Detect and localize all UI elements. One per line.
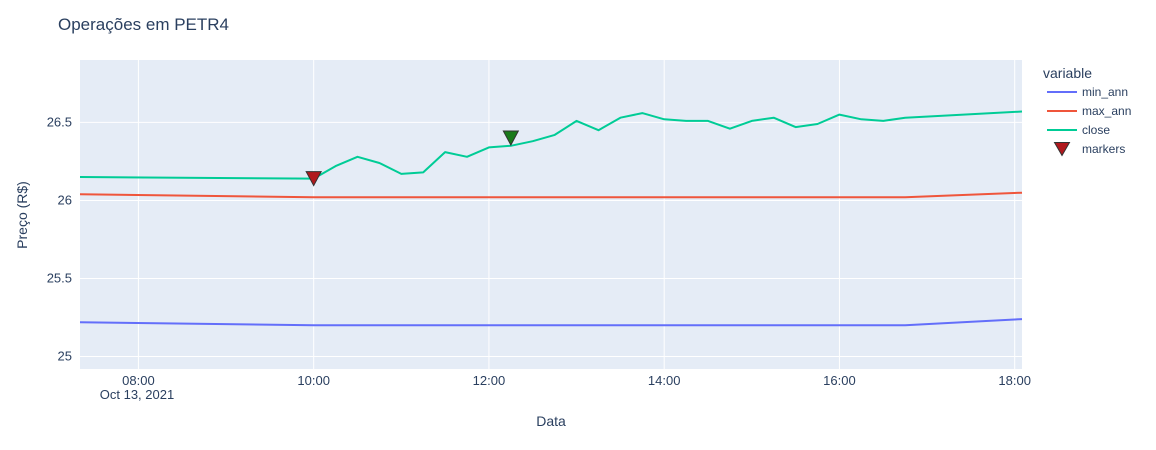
x-date-label: Oct 13, 2021 xyxy=(100,387,174,402)
series-line-close xyxy=(79,110,1023,180)
y-tick-label: 26.5 xyxy=(47,114,72,129)
x-tick-label: 14:00 xyxy=(648,373,681,388)
series-lines xyxy=(79,110,1023,327)
plot-area xyxy=(80,60,1022,369)
y-axis-ticks: 25 25.5 26 26.5 xyxy=(47,114,72,363)
x-axis-ticks: 08:00 10:00 12:00 14:00 16:00 18:00 xyxy=(122,373,1031,388)
y-tick-label: 26 xyxy=(58,192,72,207)
trade-marker xyxy=(502,130,520,147)
x-tick-label: 12:00 xyxy=(473,373,506,388)
legend-swatch-markers xyxy=(1053,142,1071,157)
y-tick-label: 25 xyxy=(58,349,72,364)
chart-title: Operações em PETR4 xyxy=(58,15,229,34)
x-tick-label: 16:00 xyxy=(823,373,856,388)
x-tick-label: 08:00 xyxy=(122,373,155,388)
series-line-min_ann xyxy=(79,318,1023,327)
legend-title: variable xyxy=(1043,65,1092,81)
markers-layer xyxy=(305,130,520,187)
legend-label-markers: markers xyxy=(1082,142,1125,156)
legend-label-max_ann: max_ann xyxy=(1082,104,1131,118)
trade-marker xyxy=(305,171,323,187)
x-tick-label: 10:00 xyxy=(297,373,330,388)
y-tick-label: 25.5 xyxy=(47,270,72,285)
y-axis-title: Preço (R$) xyxy=(14,181,30,249)
grid xyxy=(80,60,1022,369)
x-axis-title: Data xyxy=(536,413,566,429)
x-tick-label: 18:00 xyxy=(998,373,1031,388)
series-line-max_ann xyxy=(79,191,1023,199)
legend-label-min_ann: min_ann xyxy=(1082,85,1128,99)
legend-label-close: close xyxy=(1082,123,1110,137)
